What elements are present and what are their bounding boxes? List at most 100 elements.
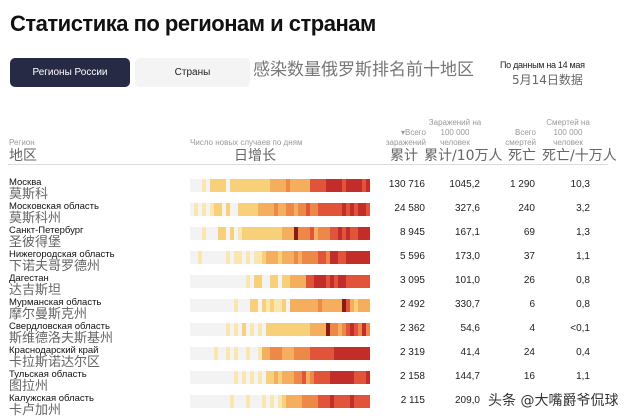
day-cell [298,251,302,264]
day-cell [290,251,294,264]
tab-countries[interactable]: Страны [135,58,250,87]
day-cell [338,203,342,216]
day-cell [366,395,370,408]
day-cell [214,323,218,336]
table-row[interactable]: Свердловская область 斯维德洛夫斯基州 2 362 54,6 4 <0… [0,322,640,346]
col-deaths[interactable]: Всего смертей [505,128,536,147]
cell-per100k: 1045,2 [449,179,480,190]
table-row[interactable]: Краснодарский край 卡拉斯诺达尔区 2 319 41,4 24 0,4 [0,346,640,370]
day-cell [322,203,326,216]
day-cell [338,395,342,408]
day-cell [366,179,370,192]
table-row[interactable]: Мурманская область 摩尔曼斯克州 2 492 330,7 6 0,8 [0,298,640,322]
day-cell [326,203,330,216]
col-deaths100k[interactable]: Смертей на 100 000 человек [546,118,590,147]
day-cell [210,371,214,384]
day-cell [218,371,222,384]
day-cell [254,395,258,408]
cell-total: 2 158 [399,371,425,382]
day-cell [330,323,334,336]
day-cell [294,203,298,216]
day-cell [358,251,362,264]
day-cell [246,395,250,408]
day-cell [326,371,330,384]
day-cell [226,275,230,288]
day-cell [366,251,370,264]
day-cell [322,371,326,384]
day-cell [318,251,322,264]
day-cell [290,203,294,216]
cell-total: 24 580 [394,203,425,214]
day-cell [282,179,286,192]
region-name-cn: 斯维德洛夫斯基州 [9,331,114,346]
day-cell [222,179,226,192]
table-row[interactable]: Санкт-Петербург 圣彼得堡 8 945 167,1 69 1,3 [0,226,640,250]
cell-per100k: 167,1 [454,227,480,238]
day-cell [202,179,206,192]
table-row[interactable]: Нижегородская область 下诺夫哥罗德州 5 596 173,0 37… [0,250,640,274]
day-cell [294,323,298,336]
day-cell [258,251,262,264]
cell-deaths100k: 0,4 [576,347,590,358]
day-cell [286,395,290,408]
region-name-cn: 摩尔曼斯克州 [9,307,88,322]
day-cell [270,371,274,384]
day-cell [302,275,306,288]
day-cell [190,251,194,264]
day-cell [206,299,210,312]
tab-russia-regions[interactable]: Регионы России [10,58,130,87]
day-cell [194,347,198,360]
cell-deaths: 240 [518,203,535,214]
cell-per100k: 41,4 [460,347,480,358]
day-cell [234,179,238,192]
day-cell [266,347,270,360]
day-cell [342,371,346,384]
day-cell [330,299,334,312]
day-cell [358,227,362,240]
cell-deaths: 4 [529,323,535,334]
day-cell [310,347,314,360]
cell-deaths: 16 [523,371,535,382]
day-cell [306,227,310,240]
day-cell [298,323,302,336]
daily-cases-heatstrip [190,323,370,336]
day-cell [342,275,346,288]
day-cell [234,299,238,312]
day-cell [190,347,194,360]
day-cell [254,203,258,216]
day-cell [302,203,306,216]
table-row[interactable]: Дагестан 达吉斯坦 3 095 101,0 26 0,8 [0,274,640,298]
day-cell [286,347,290,360]
table-row[interactable]: Тульская область 图拉州 2 158 144,7 16 1,1 [0,370,640,394]
region-name-cn: 卡拉斯诺达尔区 [9,355,101,370]
day-cell [362,347,366,360]
day-cell [338,347,342,360]
day-cell [298,395,302,408]
day-cell [262,203,266,216]
day-cell [238,179,242,192]
cell-deaths100k: 0,8 [576,299,590,310]
day-cell [262,179,266,192]
day-cell [350,323,354,336]
day-cell [198,275,202,288]
day-cell [226,227,230,240]
col-total[interactable]: ▾Всего заражений [385,128,426,147]
table-row[interactable]: Калужская область 卡卢加州 2 115 209,0 [0,394,640,418]
day-cell [362,251,366,264]
day-cell [254,251,258,264]
table-row[interactable]: Москва 莫斯科 130 716 1045,2 1 290 10,3 [0,178,640,202]
region-name-cn: 莫斯科 [9,187,49,202]
table-row[interactable]: Московская область 莫斯科州 24 580 327,6 240 3,2 [0,202,640,226]
day-cell [346,179,350,192]
day-cell [334,227,338,240]
day-cell [294,395,298,408]
day-cell [354,179,358,192]
day-cell [350,275,354,288]
day-cell [286,371,290,384]
day-cell [334,299,338,312]
day-cell [194,203,198,216]
day-cell [338,323,342,336]
col-per100k[interactable]: Заражений на 100 000 человек [428,118,482,147]
day-cell [222,227,226,240]
day-cell [282,275,286,288]
